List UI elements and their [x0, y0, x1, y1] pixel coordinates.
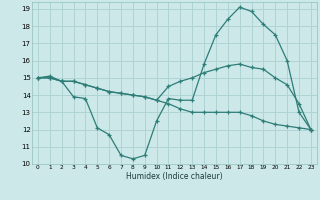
X-axis label: Humidex (Indice chaleur): Humidex (Indice chaleur)	[126, 172, 223, 181]
